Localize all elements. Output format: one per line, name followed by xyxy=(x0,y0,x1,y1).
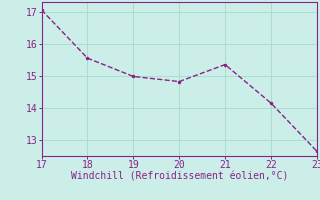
X-axis label: Windchill (Refroidissement éolien,°C): Windchill (Refroidissement éolien,°C) xyxy=(70,172,288,182)
